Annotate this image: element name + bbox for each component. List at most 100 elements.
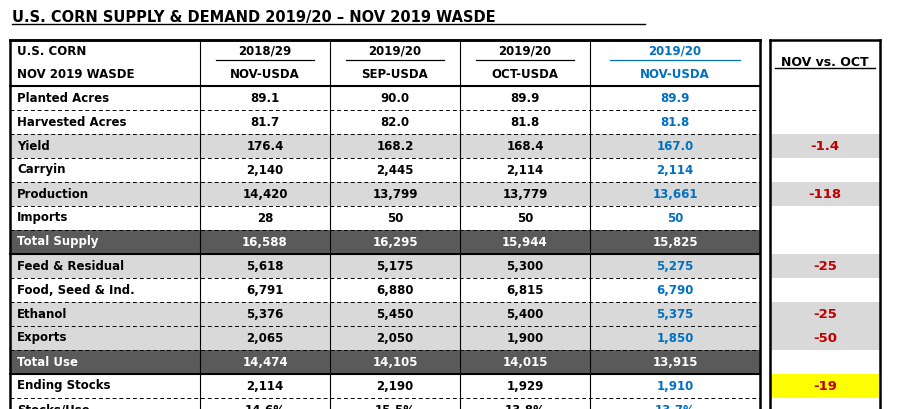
- Text: 14.6%: 14.6%: [245, 404, 285, 409]
- Bar: [10, 398, 760, 409]
- Bar: [10, 182, 760, 206]
- Text: 168.2: 168.2: [376, 139, 414, 153]
- Text: 13,915: 13,915: [652, 355, 698, 369]
- Text: -50: -50: [813, 332, 837, 344]
- Text: 2019/20: 2019/20: [648, 45, 702, 58]
- Text: 13,661: 13,661: [652, 187, 698, 200]
- Text: Yield: Yield: [17, 139, 50, 153]
- Text: -25: -25: [813, 308, 837, 321]
- Text: 2,190: 2,190: [376, 380, 414, 393]
- Text: 89.9: 89.9: [661, 92, 689, 105]
- Text: Imports: Imports: [17, 211, 68, 225]
- Text: 2,065: 2,065: [247, 332, 284, 344]
- Bar: [10, 110, 760, 134]
- Text: 50: 50: [667, 211, 683, 225]
- Text: -19: -19: [813, 380, 837, 393]
- Text: 2,114: 2,114: [656, 164, 694, 177]
- Text: 5,400: 5,400: [507, 308, 544, 321]
- Text: 5,450: 5,450: [376, 308, 414, 321]
- Text: Planted Acres: Planted Acres: [17, 92, 109, 105]
- Bar: [10, 302, 760, 326]
- Bar: [10, 158, 760, 182]
- Text: OCT-USDA: OCT-USDA: [491, 68, 559, 81]
- Bar: [10, 134, 760, 158]
- Text: 81.8: 81.8: [510, 115, 540, 128]
- Text: Food, Seed & Ind.: Food, Seed & Ind.: [17, 283, 135, 297]
- Bar: [770, 134, 880, 158]
- Text: 1,929: 1,929: [507, 380, 544, 393]
- Text: 6,791: 6,791: [247, 283, 284, 297]
- Text: NOV-USDA: NOV-USDA: [230, 68, 300, 81]
- Text: 81.7: 81.7: [250, 115, 280, 128]
- Bar: [10, 206, 760, 230]
- Text: Total Supply: Total Supply: [17, 236, 98, 249]
- Text: SEP-USDA: SEP-USDA: [362, 68, 428, 81]
- Text: Carryin: Carryin: [17, 164, 66, 177]
- Text: 5,618: 5,618: [247, 259, 284, 272]
- Text: 5,275: 5,275: [656, 259, 694, 272]
- Bar: [10, 326, 760, 350]
- Text: 6,790: 6,790: [656, 283, 694, 297]
- Bar: [770, 398, 880, 409]
- Bar: [770, 302, 880, 326]
- Text: 82.0: 82.0: [381, 115, 410, 128]
- Text: 2018/29: 2018/29: [238, 45, 292, 58]
- Bar: [770, 182, 880, 206]
- Text: 1,850: 1,850: [656, 332, 694, 344]
- Text: -25: -25: [813, 259, 837, 272]
- Bar: [770, 86, 880, 110]
- Text: 13.7%: 13.7%: [654, 404, 696, 409]
- Text: 5,376: 5,376: [247, 308, 284, 321]
- Text: 14,420: 14,420: [242, 187, 288, 200]
- Bar: [770, 110, 880, 134]
- Text: 167.0: 167.0: [656, 139, 694, 153]
- Bar: [770, 374, 880, 398]
- Text: Total Use: Total Use: [17, 355, 78, 369]
- Text: 1,910: 1,910: [656, 380, 694, 393]
- Text: Feed & Residual: Feed & Residual: [17, 259, 124, 272]
- Text: 50: 50: [387, 211, 403, 225]
- Text: 6,815: 6,815: [506, 283, 544, 297]
- Text: 89.1: 89.1: [250, 92, 280, 105]
- Text: NOV-USDA: NOV-USDA: [640, 68, 710, 81]
- Text: 15.5%: 15.5%: [374, 404, 416, 409]
- Text: 1,900: 1,900: [507, 332, 544, 344]
- Text: Stocks/Use: Stocks/Use: [17, 404, 90, 409]
- Text: 5,175: 5,175: [376, 259, 414, 272]
- Bar: [770, 158, 880, 182]
- Text: 6,880: 6,880: [376, 283, 414, 297]
- Text: 2019/20: 2019/20: [368, 45, 421, 58]
- Text: 15,825: 15,825: [652, 236, 698, 249]
- Text: 5,375: 5,375: [656, 308, 694, 321]
- Text: NOV vs. OCT: NOV vs. OCT: [781, 56, 868, 70]
- Text: 28: 28: [256, 211, 274, 225]
- Bar: [770, 326, 880, 350]
- Text: Exports: Exports: [17, 332, 67, 344]
- Text: 90.0: 90.0: [381, 92, 410, 105]
- Text: 16,588: 16,588: [242, 236, 288, 249]
- Bar: [10, 350, 760, 374]
- Text: Ethanol: Ethanol: [17, 308, 67, 321]
- Text: Ending Stocks: Ending Stocks: [17, 380, 111, 393]
- Text: U.S. CORN: U.S. CORN: [17, 45, 86, 58]
- Text: U.S. CORN SUPPLY & DEMAND 2019/20 – NOV 2019 WASDE: U.S. CORN SUPPLY & DEMAND 2019/20 – NOV …: [12, 10, 496, 25]
- Text: 2,050: 2,050: [376, 332, 414, 344]
- Text: Harvested Acres: Harvested Acres: [17, 115, 127, 128]
- Text: -1.4: -1.4: [810, 139, 840, 153]
- Text: 2,114: 2,114: [507, 164, 544, 177]
- Text: NOV 2019 WASDE: NOV 2019 WASDE: [17, 68, 134, 81]
- Text: 5,300: 5,300: [507, 259, 544, 272]
- Bar: [10, 278, 760, 302]
- Text: 13.8%: 13.8%: [505, 404, 545, 409]
- Text: 14,105: 14,105: [373, 355, 418, 369]
- Text: 89.9: 89.9: [510, 92, 540, 105]
- Bar: [10, 374, 760, 398]
- Text: 2019/20: 2019/20: [499, 45, 552, 58]
- Text: 50: 50: [517, 211, 533, 225]
- Bar: [770, 206, 880, 230]
- Text: Production: Production: [17, 187, 89, 200]
- Bar: [10, 230, 760, 254]
- Bar: [10, 254, 760, 278]
- Text: 13,779: 13,779: [502, 187, 548, 200]
- Text: 14,015: 14,015: [502, 355, 548, 369]
